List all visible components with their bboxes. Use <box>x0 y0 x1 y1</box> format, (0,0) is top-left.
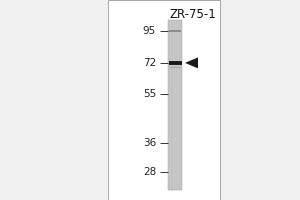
Text: 72: 72 <box>143 58 156 68</box>
Polygon shape <box>185 57 198 68</box>
Bar <box>108 0 220 200</box>
Text: 28: 28 <box>143 167 156 177</box>
Text: 55: 55 <box>143 89 156 99</box>
Text: 36: 36 <box>143 138 156 148</box>
Bar <box>168 20 182 190</box>
Text: 95: 95 <box>143 26 156 36</box>
Text: ZR-75-1: ZR-75-1 <box>169 8 216 21</box>
